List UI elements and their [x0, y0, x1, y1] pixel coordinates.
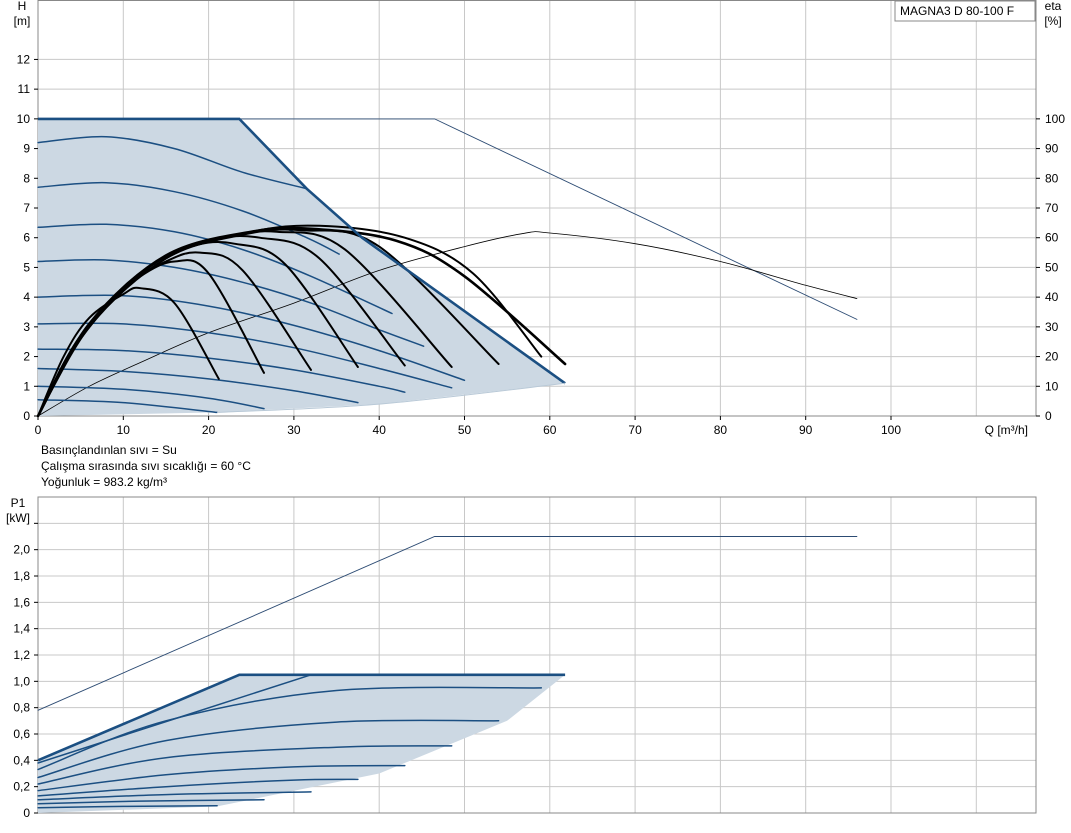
note-fluid: Basınçlandınlan sıvı = Su — [41, 443, 177, 457]
power-speed-curve — [37, 805, 218, 809]
y-tick-label: 3 — [23, 320, 30, 334]
y2-tick-label: 80 — [1045, 171, 1059, 185]
y-axis-unit: [m] — [14, 14, 31, 28]
note-temperature: Çalışma sırasında sıvı sıcaklığı = 60 °C — [41, 459, 251, 473]
eta-speed-curve — [37, 224, 543, 417]
y-tick-label: 9 — [23, 142, 30, 156]
y-tick-label: 1,0 — [13, 674, 30, 688]
y-tick-label: 0,6 — [13, 727, 30, 741]
head-speed-curve — [37, 367, 359, 404]
y2-tick-label: 10 — [1045, 379, 1059, 393]
y2-axis-label: eta — [1045, 0, 1062, 13]
x-tick-label: 0 — [35, 423, 42, 437]
head-curve-max — [38, 117, 566, 385]
y-axis-label: P1 — [11, 496, 26, 510]
y2-tick-label: 100 — [1045, 112, 1065, 126]
y2-tick-label: 0 — [1045, 409, 1052, 423]
y2-tick-label: 50 — [1045, 260, 1059, 274]
x-tick-label: 10 — [117, 423, 131, 437]
power-chart: 0 0,2 0,4 0,6 0,8 1,0 1,2 1,4 1,6 1,8 2,0 P1[kW] — [6, 496, 1037, 820]
y-tick-label: 1,8 — [13, 569, 30, 583]
head-speed-curve — [37, 181, 340, 255]
y-tick-label: 12 — [17, 52, 31, 66]
y-axis-label: H — [18, 0, 27, 13]
y2-tick-label: 20 — [1045, 350, 1059, 364]
y-tick-label: 0 — [23, 409, 30, 423]
y2-tick-label: 60 — [1045, 231, 1059, 245]
y-tick-label: 6 — [23, 231, 30, 245]
y-tick-label: 4 — [23, 290, 30, 304]
y2-axis-unit: [%] — [1044, 14, 1061, 28]
y-tick-label: 10 — [17, 112, 31, 126]
x-tick-label: 60 — [543, 423, 557, 437]
power-speed-curve — [37, 778, 359, 797]
x-tick-label: 90 — [799, 423, 813, 437]
head-speed-curve — [37, 398, 218, 414]
power-speed-curve — [37, 686, 543, 771]
operating-region — [38, 118, 566, 417]
power-speed-curve — [37, 719, 500, 779]
x-axis-label: Q [m³/h] — [985, 423, 1028, 437]
y2-tick-label: 70 — [1045, 201, 1059, 215]
y-tick-label: 5 — [23, 260, 30, 274]
y-tick-label: 11 — [18, 82, 31, 96]
y-tick-label: 0,2 — [13, 780, 30, 794]
x-tick-label: 20 — [202, 423, 216, 437]
y2-tick-label: 90 — [1045, 142, 1059, 156]
power-speed-curve — [37, 764, 406, 792]
y-tick-label: 7 — [23, 201, 30, 215]
y2-tick-label: 30 — [1045, 320, 1059, 334]
legend-box — [894, 0, 1036, 22]
head-speed-curve — [37, 135, 308, 190]
x-tick-label: 80 — [714, 423, 728, 437]
x-tick-label: 70 — [628, 423, 642, 437]
y-tick-label: 0,4 — [13, 753, 30, 767]
y-tick-label: 2,0 — [13, 543, 30, 557]
power-speed-curve — [37, 799, 265, 805]
eta-curve-extended — [37, 231, 858, 417]
y-tick-label: 1,6 — [13, 595, 30, 609]
eta-speed-curve — [37, 286, 220, 417]
y-tick-label: 8 — [23, 171, 30, 185]
y-tick-label: 1,2 — [13, 648, 30, 662]
y-tick-label: 1 — [23, 379, 30, 393]
y-tick-label: 1,4 — [13, 622, 30, 636]
y-axis-unit: [kW] — [6, 511, 30, 525]
x-tick-label: 100 — [881, 423, 901, 437]
x-tick-label: 40 — [373, 423, 387, 437]
power-operating-region — [38, 674, 566, 813]
y-tick-label: 0 — [23, 806, 30, 820]
x-tick-label: 50 — [458, 423, 472, 437]
region-lower-boundary — [217, 382, 566, 413]
head-speed-curve — [37, 385, 265, 410]
note-density: Yoğunluk = 983.2 kg/m³ — [41, 475, 167, 489]
x-tick-label: 30 — [287, 423, 301, 437]
head-speed-curve — [37, 348, 406, 393]
power-curve-max — [37, 673, 566, 762]
power-speed-curve — [37, 791, 312, 801]
power-speed-curve — [37, 745, 453, 785]
legend-title: MAGNA3 D 80-100 F — [900, 4, 1014, 18]
y2-tick-label: 40 — [1045, 290, 1059, 304]
y-tick-label: 0,8 — [13, 701, 30, 715]
y-tick-label: 2 — [23, 350, 30, 364]
eta-speed-curve — [37, 228, 500, 417]
power-curve-extended — [37, 536, 858, 711]
